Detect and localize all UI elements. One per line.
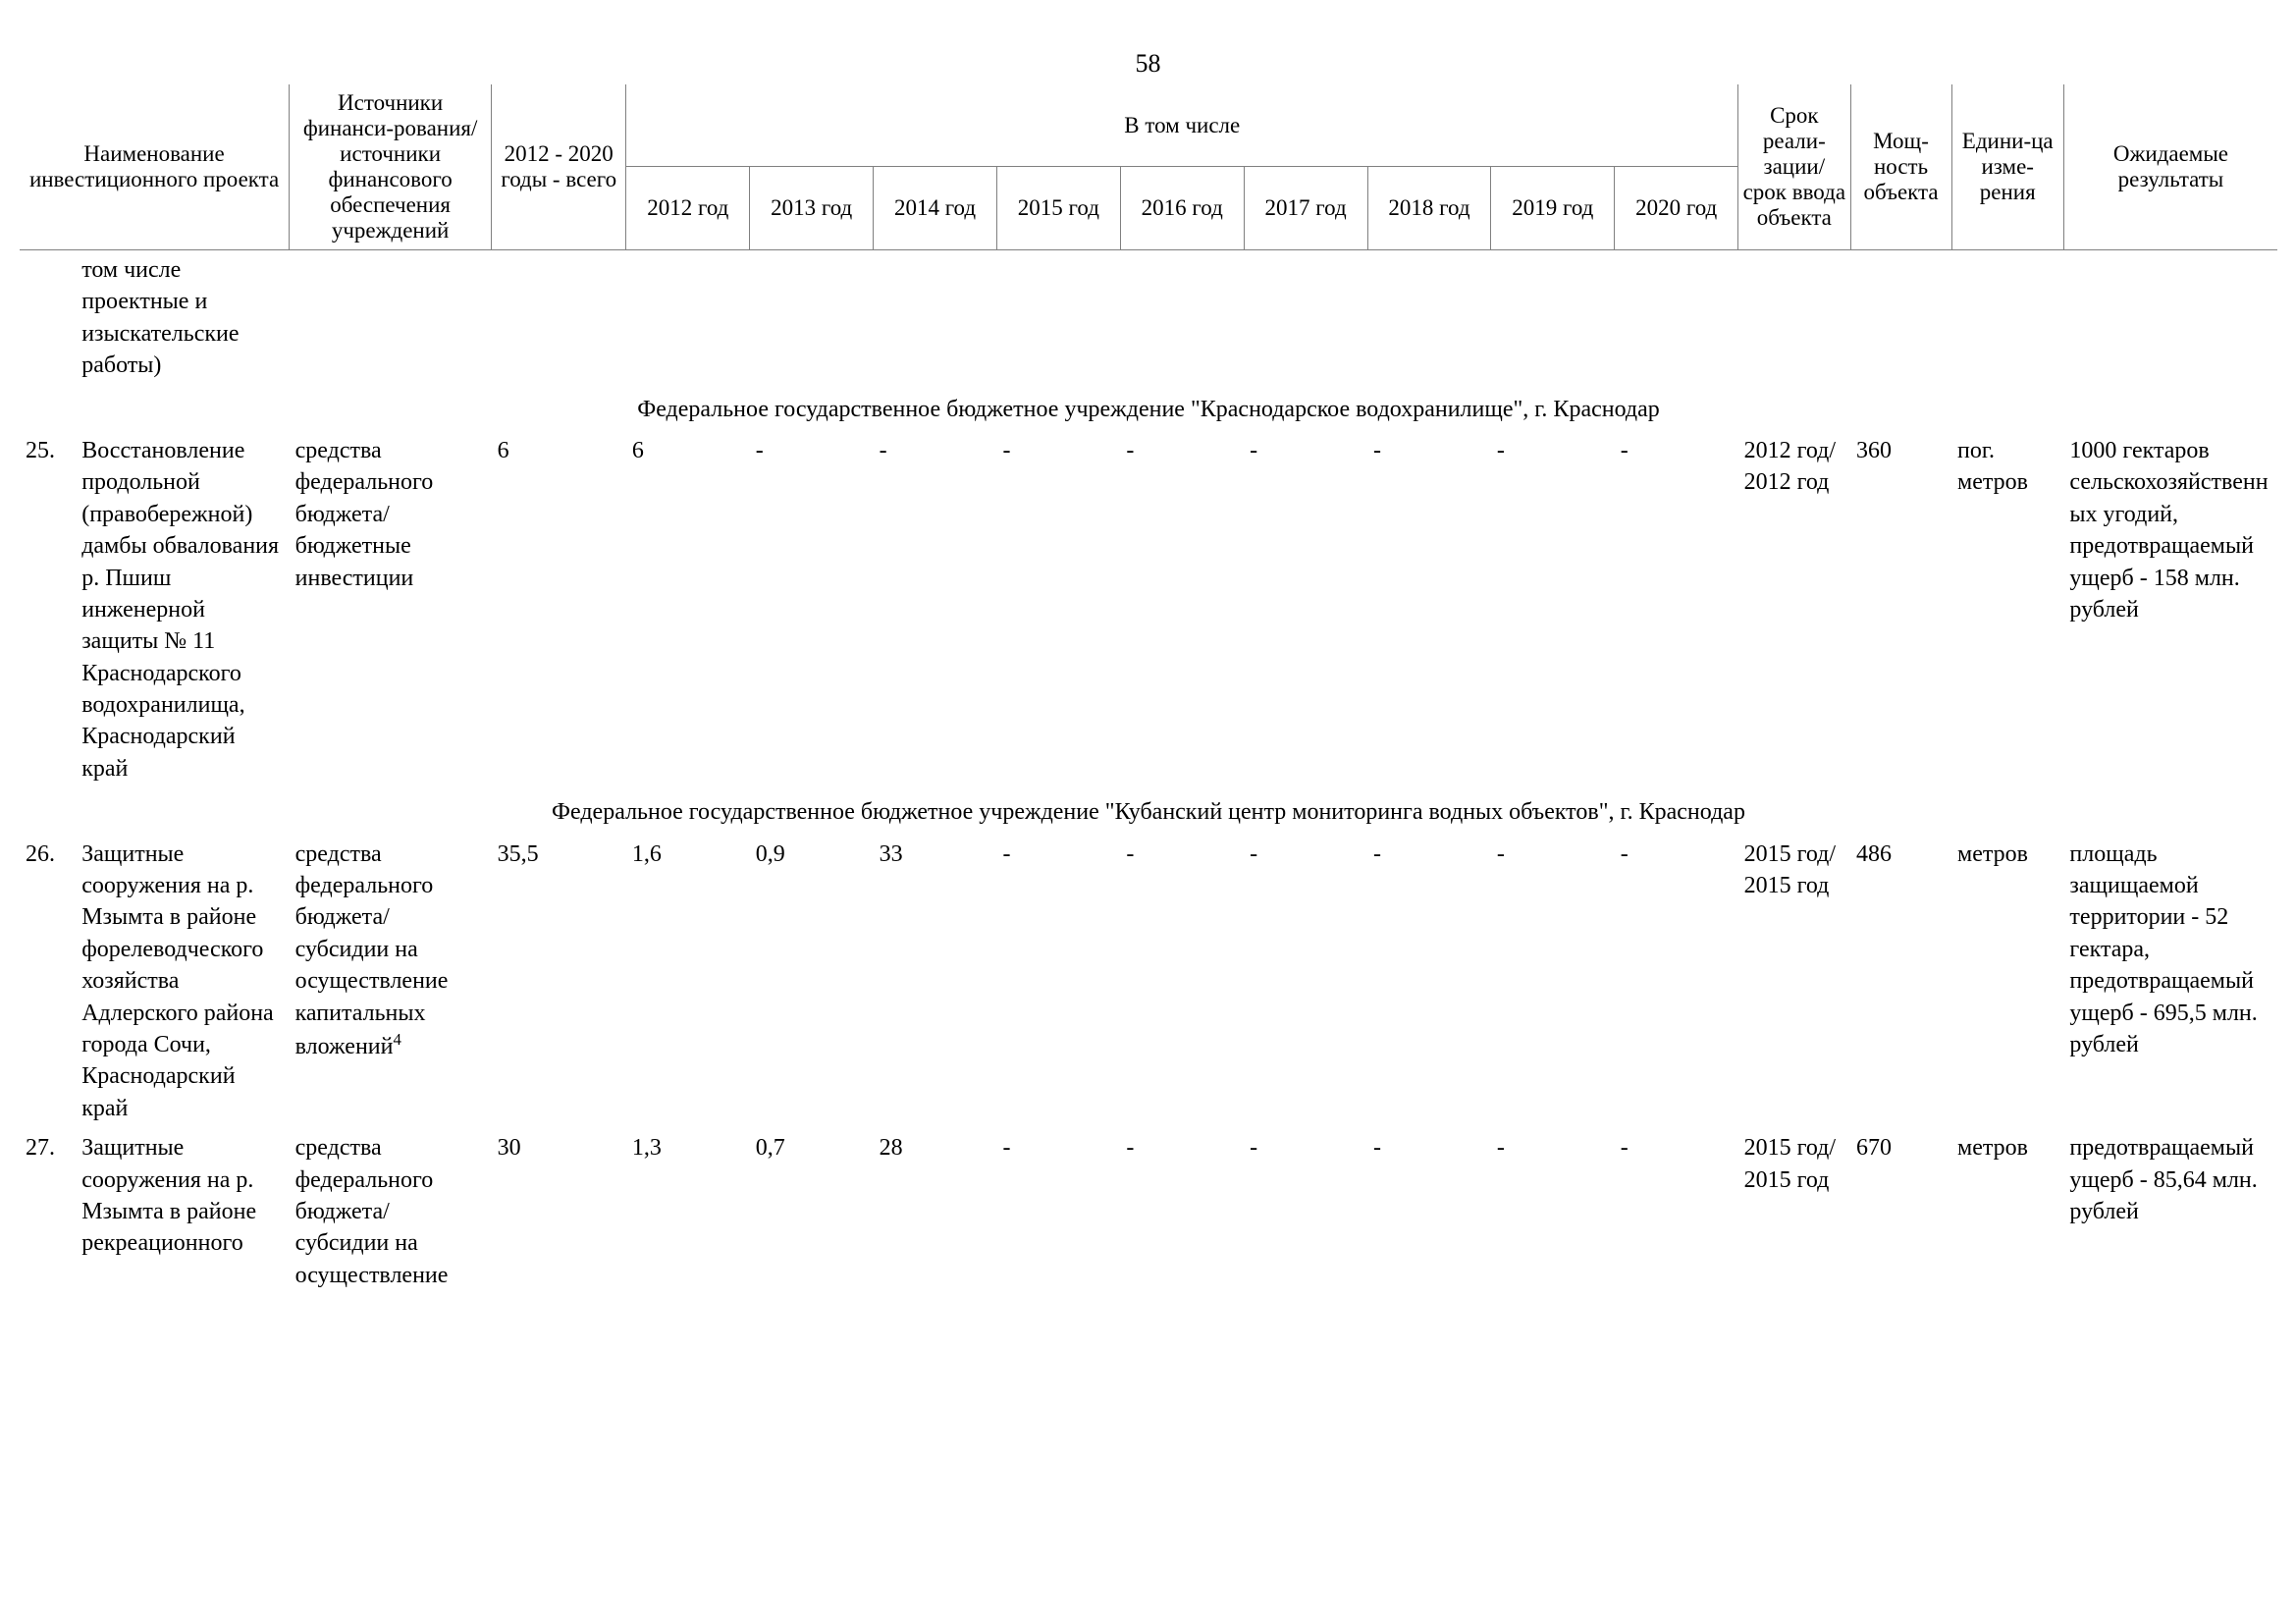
th-2016: 2016 год xyxy=(1120,167,1244,250)
cell-2012: 1,6 xyxy=(626,835,750,1129)
cell-2012: 1,3 xyxy=(626,1128,750,1295)
table-row: 27. Защитные сооружения на р. Мзымта в р… xyxy=(20,1128,2277,1295)
th-2013: 2013 год xyxy=(750,167,874,250)
th-2020: 2020 год xyxy=(1615,167,1738,250)
cell-2020: - xyxy=(1615,1128,1738,1295)
th-total: 2012 - 2020 годы - всего xyxy=(492,84,626,250)
cell-2013: 0,9 xyxy=(750,835,874,1129)
cell-unit: метров xyxy=(1951,1128,2063,1295)
cell-name: том числе проектные и изыскательские раб… xyxy=(76,250,289,386)
cell-2016: - xyxy=(1120,431,1244,788)
th-years-group: В том числе xyxy=(626,84,1738,167)
cell-srok: 2015 год/ 2015 год xyxy=(1738,1128,1850,1295)
cell-2015: - xyxy=(996,431,1120,788)
cell-power: 670 xyxy=(1850,1128,1951,1295)
page-number: 58 xyxy=(20,49,2276,79)
cell-2014: 28 xyxy=(874,1128,997,1295)
th-2019: 2019 год xyxy=(1491,167,1615,250)
cell-2013: - xyxy=(750,431,874,788)
th-2018: 2018 год xyxy=(1367,167,1491,250)
cell-idx: 26. xyxy=(20,835,76,1129)
group-header-1: Федеральное государственное бюджетное уч… xyxy=(20,386,2277,431)
cell-2017: - xyxy=(1244,1128,1367,1295)
table-row-continuation: том числе проектные и изыскательские раб… xyxy=(20,250,2277,386)
cell-2019: - xyxy=(1491,1128,1615,1295)
th-2015: 2015 год xyxy=(996,167,1120,250)
cell-2017: - xyxy=(1244,431,1367,788)
th-2014: 2014 год xyxy=(874,167,997,250)
cell-name: Восстановление продольной (правобережной… xyxy=(76,431,289,788)
table-header: Наименование инвестиционного проекта Ист… xyxy=(20,84,2277,250)
cell-2015: - xyxy=(996,1128,1120,1295)
cell-power: 360 xyxy=(1850,431,1951,788)
cell-2018: - xyxy=(1367,1128,1491,1295)
cell-total: 6 xyxy=(492,431,626,788)
cell-2016: - xyxy=(1120,835,1244,1129)
cell-2013: 0,7 xyxy=(750,1128,874,1295)
cell-result: 1000 гектаров сельскохозяйственных угоди… xyxy=(2063,431,2277,788)
cell-srok: 2012 год/ 2012 год xyxy=(1738,431,1850,788)
cell-idx: 25. xyxy=(20,431,76,788)
group-title: Федеральное государственное бюджетное уч… xyxy=(20,386,2277,431)
cell-2020: - xyxy=(1615,835,1738,1129)
th-power: Мощ-ность объекта xyxy=(1850,84,1951,250)
cell-result: площадь защищаемой территории - 52 гекта… xyxy=(2063,835,2277,1129)
group-header-2: Федеральное государственное бюджетное уч… xyxy=(20,788,2277,834)
cell-source: средства федерального бюджета/ субсидии … xyxy=(290,1128,492,1295)
source-text: средства федерального бюджета/ субсидии … xyxy=(295,841,449,1059)
cell-2015: - xyxy=(996,835,1120,1129)
cell-2019: - xyxy=(1491,835,1615,1129)
cell-2019: - xyxy=(1491,431,1615,788)
cell-source: средства федерального бюджета/ бюджетные… xyxy=(290,431,492,788)
cell-unit: пог. метров xyxy=(1951,431,2063,788)
cell-source: средства федерального бюджета/ субсидии … xyxy=(290,835,492,1129)
cell-srok: 2015 год/ 2015 год xyxy=(1738,835,1850,1129)
cell-name: Защитные сооружения на р. Мзымта в район… xyxy=(76,835,289,1129)
cell-2014: 33 xyxy=(874,835,997,1129)
main-table: Наименование инвестиционного проекта Ист… xyxy=(20,84,2277,1295)
th-source: Источники финанси-рования/источники фина… xyxy=(290,84,492,250)
th-result: Ожидаемые результаты xyxy=(2063,84,2277,250)
th-unit: Едини-ца изме-рения xyxy=(1951,84,2063,250)
th-name: Наименование инвестиционного проекта xyxy=(20,84,290,250)
cell-power: 486 xyxy=(1850,835,1951,1129)
cell-name: Защитные сооружения на р. Мзымта в район… xyxy=(76,1128,289,1295)
cell-2014: - xyxy=(874,431,997,788)
group-title: Федеральное государственное бюджетное уч… xyxy=(20,788,2277,834)
cell-2020: - xyxy=(1615,431,1738,788)
cell-2016: - xyxy=(1120,1128,1244,1295)
cell-idx: 27. xyxy=(20,1128,76,1295)
cell-total: 35,5 xyxy=(492,835,626,1129)
th-2017: 2017 год xyxy=(1244,167,1367,250)
page: 58 Наименование инвестиционного проекта … xyxy=(0,0,2296,1315)
th-2012: 2012 год xyxy=(626,167,750,250)
cell-unit: метров xyxy=(1951,835,2063,1129)
source-footnote: 4 xyxy=(393,1030,400,1049)
cell-2012: 6 xyxy=(626,431,750,788)
table-row: 26. Защитные сооружения на р. Мзымта в р… xyxy=(20,835,2277,1129)
cell-total: 30 xyxy=(492,1128,626,1295)
table-row: 25. Восстановление продольной (правобере… xyxy=(20,431,2277,788)
th-srok: Срок реали-зации/срок ввода объекта xyxy=(1738,84,1850,250)
cell-result: предотвращаемый ущерб - 85,64 млн. рубле… xyxy=(2063,1128,2277,1295)
cell-2018: - xyxy=(1367,431,1491,788)
cell-2017: - xyxy=(1244,835,1367,1129)
cell-2018: - xyxy=(1367,835,1491,1129)
